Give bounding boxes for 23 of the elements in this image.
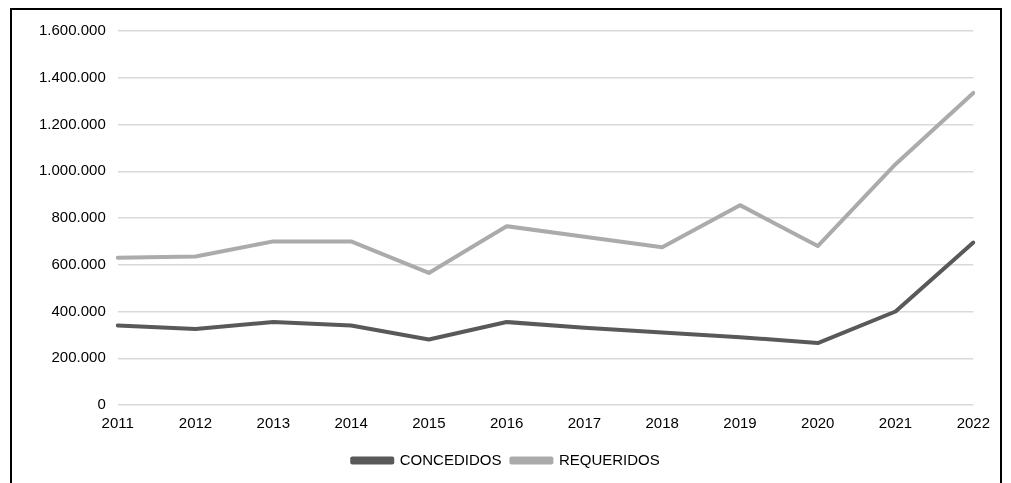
x-tick-label: 2011 — [101, 414, 134, 432]
y-tick-label: 0 — [97, 395, 106, 413]
y-tick-label: 1.200.000 — [39, 114, 106, 132]
x-tick-label: 2014 — [334, 414, 368, 432]
y-tick-label: 200.000 — [51, 348, 106, 366]
x-tick-label: 2018 — [645, 414, 679, 432]
x-tick-label: 2015 — [412, 414, 446, 432]
x-tick-label: 2021 — [878, 414, 913, 432]
y-tick-label: 600.000 — [51, 254, 106, 272]
x-tick-label: 2019 — [723, 414, 757, 432]
legend-label: CONCEDIDOS — [399, 450, 502, 468]
x-tick-label: 2020 — [801, 414, 835, 432]
x-tick-label: 2013 — [256, 414, 290, 432]
x-tick-label: 2012 — [178, 414, 213, 432]
legend-label: REQUERIDOS — [558, 450, 660, 468]
y-tick-label: 1.400.000 — [39, 67, 106, 85]
x-tick-label: 2016 — [489, 414, 524, 432]
y-tick-label: 800.000 — [51, 208, 106, 226]
y-tick-label: 1.600.000 — [39, 21, 106, 39]
y-tick-label: 400.000 — [51, 301, 106, 319]
x-tick-label: 2022 — [956, 414, 990, 432]
y-tick-label: 1.000.000 — [39, 161, 106, 179]
x-tick-label: 2017 — [567, 414, 602, 432]
